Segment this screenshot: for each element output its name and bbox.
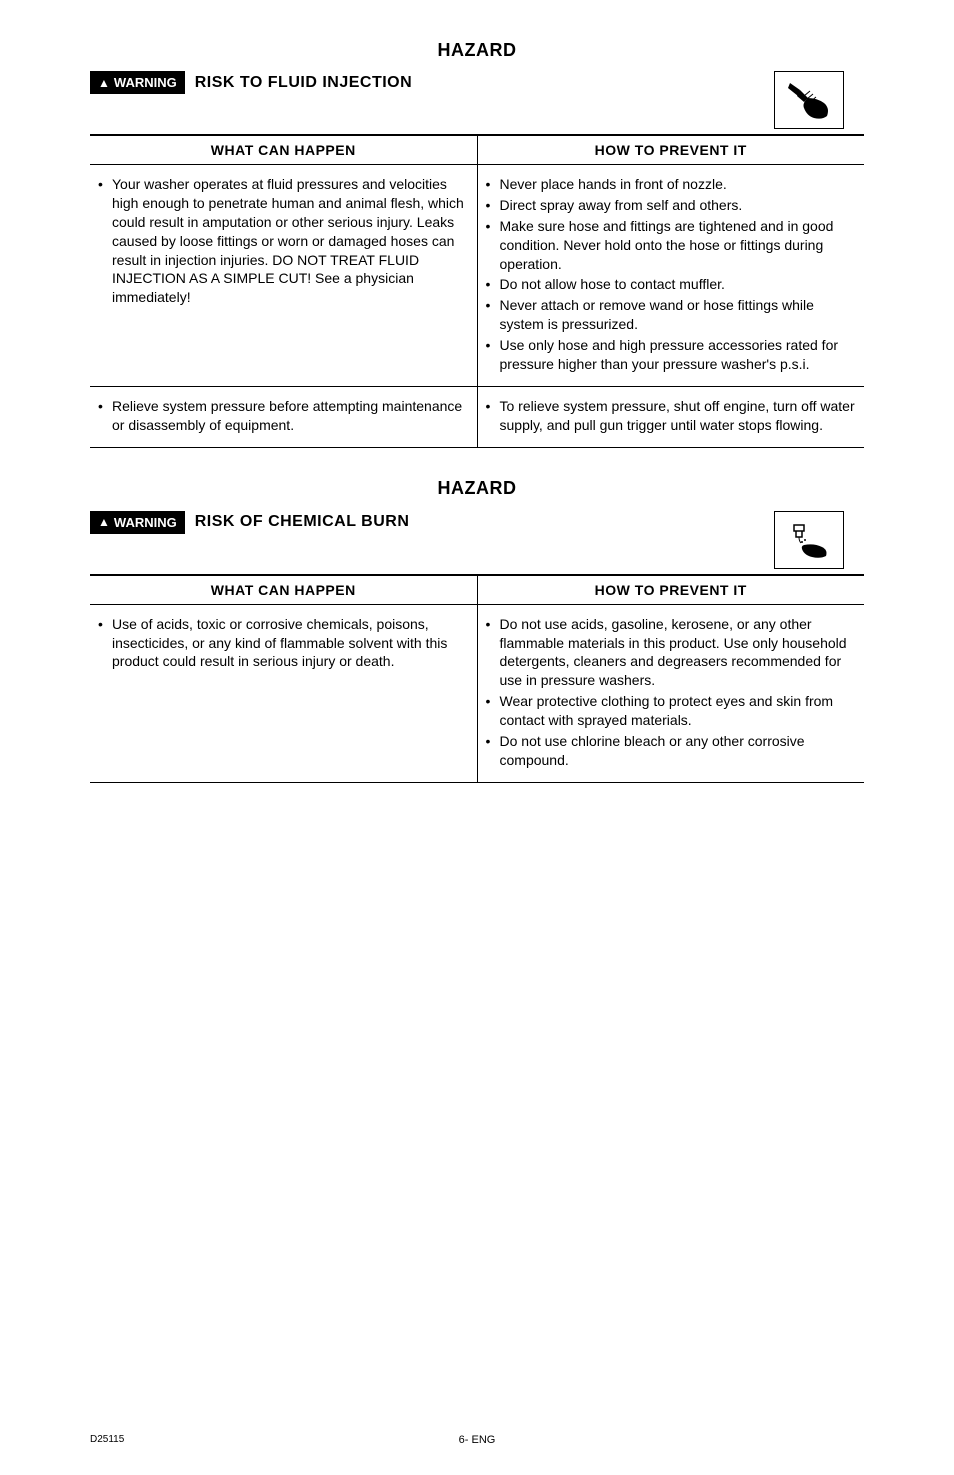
prevent-list: To relieve system pressure, shut off eng… bbox=[486, 397, 857, 435]
table-row: Use of acids, toxic or corrosive chemica… bbox=[90, 604, 864, 782]
list-item: Your washer operates at fluid pressures … bbox=[98, 175, 469, 307]
happen-list: Use of acids, toxic or corrosive chemica… bbox=[98, 615, 469, 672]
list-item: Do not use acids, gasoline, kerosene, or… bbox=[486, 615, 857, 691]
list-item: Wear protective clothing to protect eyes… bbox=[486, 692, 857, 730]
title-row-1: ▲ WARNING RISK TO FLUID INJECTION bbox=[90, 71, 864, 129]
warning-badge: ▲ WARNING bbox=[90, 511, 185, 534]
risk-label: RISK TO FLUID INJECTION bbox=[195, 74, 412, 92]
prevent-list: Do not use acids, gasoline, kerosene, or… bbox=[486, 615, 857, 770]
list-item: Use of acids, toxic or corrosive chemica… bbox=[98, 615, 469, 672]
list-item: Direct spray away from self and others. bbox=[486, 196, 857, 215]
happen-list: Your washer operates at fluid pressures … bbox=[98, 175, 469, 307]
chemical-burn-hand-icon bbox=[774, 511, 844, 569]
title-left: ▲ WARNING RISK OF CHEMICAL BURN bbox=[90, 511, 774, 544]
hazard-heading-1: HAZARD bbox=[90, 40, 864, 61]
col-happen: WHAT CAN HAPPEN bbox=[90, 575, 477, 605]
page-number: 6- ENG bbox=[459, 1434, 496, 1446]
list-item: Make sure hose and fittings are tightene… bbox=[486, 217, 857, 274]
hazard-table-1: WHAT CAN HAPPEN HOW TO PREVENT IT Your w… bbox=[90, 134, 864, 448]
title-left: ▲ WARNING RISK TO FLUID INJECTION bbox=[90, 71, 774, 104]
list-item: Use only hose and high pressure accessor… bbox=[486, 336, 857, 374]
col-prevent: HOW TO PREVENT IT bbox=[477, 135, 864, 165]
list-item: Never attach or remove wand or hose fitt… bbox=[486, 296, 857, 334]
hazard-label: HAZARD bbox=[438, 40, 517, 60]
doc-id: D25115 bbox=[90, 1434, 124, 1445]
hazard-table-2: WHAT CAN HAPPEN HOW TO PREVENT IT Use of… bbox=[90, 574, 864, 783]
col-prevent: HOW TO PREVENT IT bbox=[477, 575, 864, 605]
risk-label: RISK OF CHEMICAL BURN bbox=[195, 513, 410, 531]
happen-list: Relieve system pressure before attemptin… bbox=[98, 397, 469, 435]
hazard-heading-2: HAZARD bbox=[90, 478, 864, 499]
col-happen: WHAT CAN HAPPEN bbox=[90, 135, 477, 165]
warning-badge: ▲ WARNING bbox=[90, 71, 185, 94]
warning-text: WARNING bbox=[114, 75, 177, 90]
warning-text: WARNING bbox=[114, 515, 177, 530]
warning-triangle-icon: ▲ bbox=[98, 76, 110, 90]
section-chemical-burn: HAZARD ▲ WARNING RISK OF CHEMICAL BURN bbox=[90, 478, 864, 783]
table-row: Your washer operates at fluid pressures … bbox=[90, 165, 864, 387]
page-footer: D25115 6- ENG bbox=[90, 1434, 864, 1445]
list-item: To relieve system pressure, shut off eng… bbox=[486, 397, 857, 435]
injection-hand-icon bbox=[774, 71, 844, 129]
prevent-list: Never place hands in front of nozzle. Di… bbox=[486, 175, 857, 374]
table-row: Relieve system pressure before attemptin… bbox=[90, 386, 864, 447]
list-item: Do not use chlorine bleach or any other … bbox=[486, 732, 857, 770]
list-item: Do not allow hose to contact muffler. bbox=[486, 275, 857, 294]
list-item: Never place hands in front of nozzle. bbox=[486, 175, 857, 194]
list-item: Relieve system pressure before attemptin… bbox=[98, 397, 469, 435]
warning-triangle-icon: ▲ bbox=[98, 515, 110, 529]
section-fluid-injection: HAZARD ▲ WARNING RISK TO FLUID INJECTION bbox=[90, 40, 864, 448]
title-row-2: ▲ WARNING RISK OF CHEMICAL BURN bbox=[90, 511, 864, 569]
